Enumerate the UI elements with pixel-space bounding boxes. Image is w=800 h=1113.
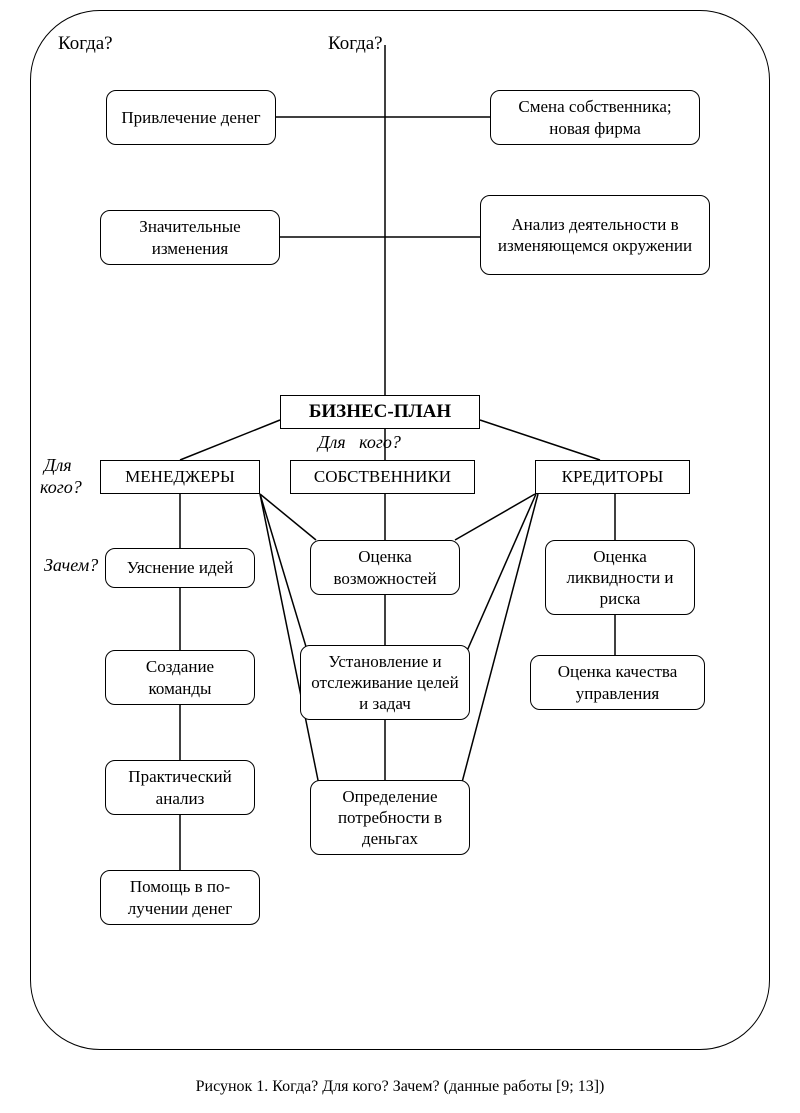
node-goals: Установление и отслеживание целей и зада…	[300, 645, 470, 720]
node-opportunities: Оценка возможностей	[310, 540, 460, 595]
node-ideas: Уяснение идей	[105, 548, 255, 588]
label-when-left: Когда?	[58, 33, 113, 55]
node-team: Создание команды	[105, 650, 255, 705]
label-forwhom-center: Для кого?	[318, 432, 401, 453]
node-liquidity: Оценка ликвидности и риска	[545, 540, 695, 615]
node-env-analysis: Анализ деятельности в изменяющемся окруж…	[480, 195, 710, 275]
node-owner-change: Смена собственника; новая фирма	[490, 90, 700, 145]
page: Когда? Когда? Для кого? Для кого? Зачем?…	[0, 0, 800, 1113]
node-sig-changes: Значительные изменения	[100, 210, 280, 265]
label-forwhom-left-1: Для	[44, 455, 72, 476]
label-forwhom-left-2: кого?	[40, 477, 82, 498]
node-attract-money: Привлечение денег	[106, 90, 276, 145]
node-managers: МЕНЕДЖЕРЫ	[100, 460, 260, 494]
node-practical: Практический анализ	[105, 760, 255, 815]
node-creditors: КРЕДИТОРЫ	[535, 460, 690, 494]
node-help-money: Помощь в по-лучении денег	[100, 870, 260, 925]
node-business-plan: БИЗНЕС-ПЛАН	[280, 395, 480, 429]
node-money-need: Определение потребности в деньгах	[310, 780, 470, 855]
node-mgmt-quality: Оценка качества управления	[530, 655, 705, 710]
node-owners: СОБСТВЕННИКИ	[290, 460, 475, 494]
label-why-left: Зачем?	[44, 555, 98, 576]
label-when-center: Когда?	[328, 33, 383, 55]
